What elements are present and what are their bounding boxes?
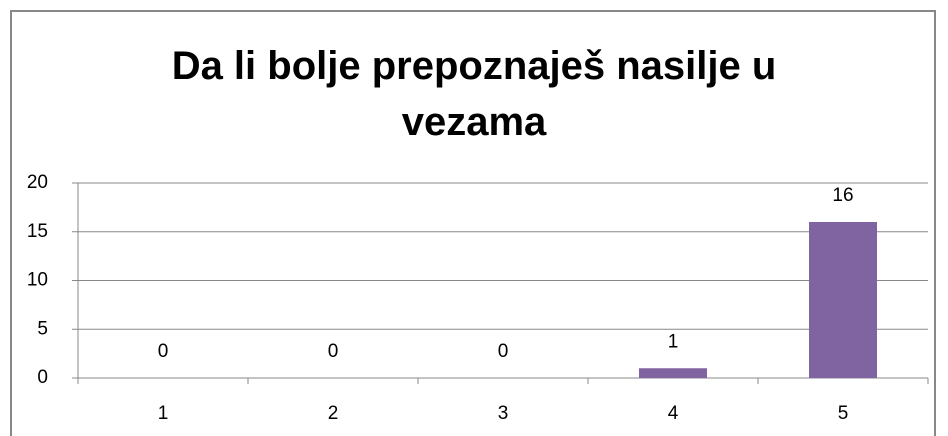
bar: [809, 222, 877, 378]
data-label: 1: [668, 331, 679, 352]
x-tick-label: 3: [498, 403, 509, 424]
y-tick-label: 5: [37, 318, 48, 339]
data-label: 0: [328, 341, 339, 362]
bar: [639, 368, 707, 378]
chart-border: [10, 10, 936, 436]
chart-title: Da li bolje prepoznaješ nasilje u vezama: [171, 44, 777, 144]
x-tick-label: 2: [328, 403, 339, 424]
y-tick-label: 0: [37, 367, 48, 388]
data-label: 0: [498, 341, 509, 362]
y-tick-label: 15: [27, 221, 48, 242]
data-label: 0: [158, 341, 169, 362]
data-label: 16: [832, 185, 853, 206]
y-tick-label: 20: [27, 172, 48, 193]
x-tick-label: 1: [158, 403, 169, 424]
x-tick-label: 5: [838, 403, 849, 424]
x-tick-label: 4: [668, 403, 679, 424]
y-tick-label: 10: [27, 270, 48, 291]
